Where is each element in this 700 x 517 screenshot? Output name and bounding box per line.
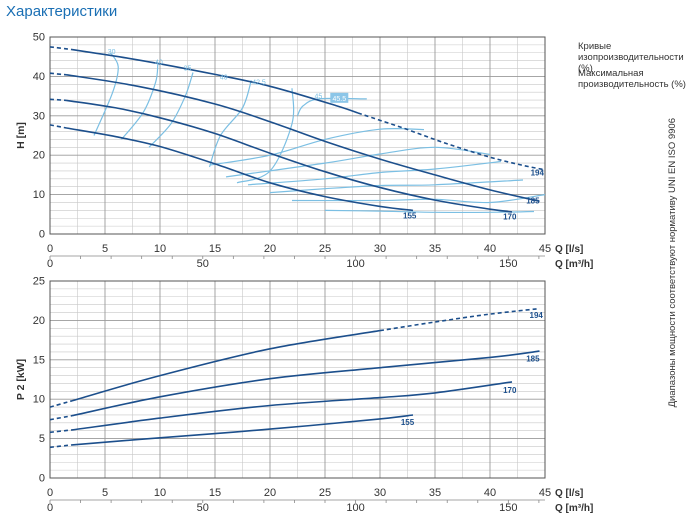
iso-efficiency-label: 30 [108, 49, 116, 56]
power-x-tick-label: 40 [484, 487, 496, 499]
power-y-tick-label: 5 [39, 433, 45, 445]
power-curve-194 [71, 329, 381, 402]
page-title: Характеристики [6, 3, 118, 20]
head-y-tick-label: 20 [33, 150, 45, 162]
power-m3h-tick-label: 50 [197, 502, 209, 514]
power-x-tick-label: 20 [264, 487, 276, 499]
head-m3h-tick-label: 50 [197, 258, 209, 270]
iso-efficiency-line [324, 209, 535, 214]
iso-efficiency-label: 35 [184, 65, 192, 72]
power-y-tick-label: 10 [33, 394, 45, 406]
power-series-label-194: 194 [530, 311, 544, 320]
head-x-axis-label-ls: Q [l/s] [555, 244, 583, 255]
power-y-axis-label: P 2 [kW] [15, 359, 27, 400]
head-y-tick-label: 10 [33, 189, 45, 201]
power-curve-194-dashed-end [379, 307, 540, 332]
head-y-tick-label: 40 [33, 71, 45, 83]
head-x-tick-label: 40 [484, 243, 496, 255]
power-x-tick-label: 5 [102, 487, 108, 499]
head-curve-155-dashed-start [49, 124, 67, 129]
head-plot-frame [49, 36, 546, 235]
head-m3h-tick-label: 100 [346, 258, 364, 270]
legend-iso-efficiency: Кривые изопроизводительности (%) [578, 41, 684, 74]
head-series-label-170: 170 [503, 212, 517, 221]
power-m3h-tick-label: 100 [346, 502, 364, 514]
power-curve-185-dashed-start [49, 414, 73, 421]
iso-efficiency-line [291, 194, 546, 204]
iso-efficiency-line [93, 52, 119, 136]
power-x-tick-label: 35 [429, 487, 441, 499]
legend-max-efficiency: Максимальная производительность (%) [578, 68, 686, 90]
power-series-label-185: 185 [526, 354, 540, 363]
head-y-tick-label: 0 [39, 229, 45, 241]
head-y-tick-label: 30 [33, 110, 45, 122]
power-curve-185 [71, 350, 540, 417]
head-y-axis-label: H [m] [15, 122, 27, 149]
side-note-text: Диапазоны мощности соответствуют нормати… [666, 118, 678, 408]
iso-efficiency-label: 45 [315, 93, 323, 100]
power-curve-194-dashed-start [49, 400, 73, 408]
iso-efficiency-line [269, 179, 524, 194]
power-plot-frame [49, 280, 546, 479]
power-y-tick-label: 20 [33, 315, 45, 327]
side-note: Диапазоны мощности соответствуют нормати… [660, 118, 684, 408]
iso-efficiency-line [208, 80, 252, 168]
max-efficiency-label: 45.5 [332, 96, 346, 103]
head-x-tick-label: 10 [154, 243, 166, 255]
power-m3h-tick-label: 0 [47, 502, 53, 514]
head-curve-155 [66, 127, 414, 212]
power-curve-155 [71, 414, 414, 446]
iso-efficiency-line [236, 88, 295, 184]
head-curve-185-dashed-start [49, 72, 67, 76]
head-x-tick-label: 35 [429, 243, 441, 255]
head-series-label-185: 185 [526, 197, 540, 206]
iso-efficiency-label: 40 [155, 60, 163, 67]
power-y-tick-label: 25 [33, 276, 45, 288]
iso-efficiency-line [209, 127, 425, 166]
power-x-axis-label-ls: Q [l/s] [555, 488, 583, 499]
power-curve-170 [71, 381, 513, 431]
head-curve-185 [66, 74, 540, 203]
power-x-tick-label: 25 [319, 487, 331, 499]
power-x-axis-label-m3h: Q [m³/h] [555, 503, 593, 514]
head-curve-194 [71, 48, 359, 114]
power-x-tick-label: 45 [539, 487, 551, 499]
power-y-tick-label: 0 [39, 473, 45, 485]
head-curve-170 [66, 99, 513, 213]
power-x-tick-label: 30 [374, 487, 386, 499]
iso-efficiency-line [121, 64, 159, 140]
head-x-tick-label: 25 [319, 243, 331, 255]
power-x-tick-label: 0 [47, 487, 53, 499]
head-x-tick-label: 0 [47, 243, 53, 255]
head-curve-194-dashed-end [357, 112, 546, 171]
head-m3h-tick-label: 0 [47, 258, 53, 270]
head-m3h-tick-label: 150 [499, 258, 517, 270]
head-x-tick-label: 5 [102, 243, 108, 255]
head-series-label-194: 194 [531, 169, 545, 178]
power-curve-155-dashed-start [49, 444, 73, 449]
head-y-tick-label: 50 [33, 32, 45, 44]
max-efficiency-badge [330, 92, 349, 103]
power-x-tick-label: 10 [154, 487, 166, 499]
head-x-tick-label: 30 [374, 243, 386, 255]
head-curve-170-dashed-start [49, 98, 67, 102]
power-series-label-170: 170 [503, 386, 517, 395]
power-x-tick-label: 15 [209, 487, 221, 499]
power-series-label-155: 155 [401, 418, 415, 427]
power-m3h-tick-label: 150 [499, 502, 517, 514]
iso-efficiency-line [148, 72, 194, 148]
head-x-tick-label: 15 [209, 243, 221, 255]
head-x-tick-label: 20 [264, 243, 276, 255]
iso-efficiency-label: 42.5 [252, 79, 266, 86]
iso-efficiency-line [225, 146, 491, 178]
iso-efficiency-line [247, 160, 502, 186]
head-x-tick-label: 45 [539, 243, 551, 255]
iso-efficiency-label: 40 [220, 75, 228, 82]
power-y-tick-label: 15 [33, 354, 45, 366]
head-x-axis-label-m3h: Q [m³/h] [555, 259, 593, 270]
power-curve-170-dashed-start [49, 429, 73, 434]
head-curve-194-dashed-start [49, 46, 73, 51]
head-series-label-155: 155 [403, 212, 417, 221]
